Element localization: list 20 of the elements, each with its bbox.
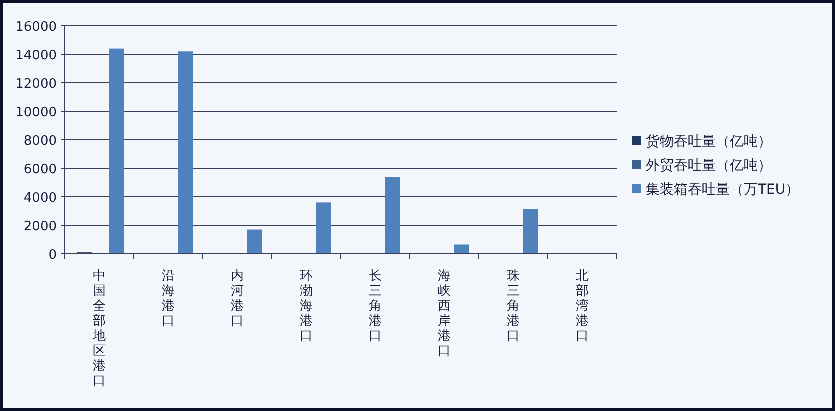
x-tick-label: 珠三角港口 — [507, 269, 520, 344]
y-tick-label: 6000 — [24, 162, 57, 178]
y-tick-label: 12000 — [16, 77, 57, 92]
x-tick-label: 中国全部地区港口 — [92, 269, 106, 389]
x-tick-label: 长三角港口 — [369, 269, 382, 344]
y-tick-label: 8000 — [24, 134, 57, 149]
y-tick-label: 4000 — [24, 191, 57, 206]
y-tick-label: 10000 — [16, 106, 57, 120]
y-tick-label: 2000 — [24, 220, 57, 234]
x-tick-label: 沿海港口 — [162, 269, 175, 329]
x-tick-label: 内河港口 — [231, 269, 244, 329]
x-tick-label: 海峡西岸港口 — [438, 269, 451, 359]
y-tick-label: 0 — [48, 248, 57, 263]
x-tick-label: 环渤海港口 — [300, 269, 313, 344]
legend-label: 集装箱吞吐量（万TEU） — [646, 182, 800, 198]
y-tick-label: 14000 — [16, 48, 57, 64]
y-tick-label: 16000 — [16, 20, 57, 35]
x-tick-label: 北部湾港口 — [576, 269, 589, 344]
legend-label: 货物吞吐量（亿吨） — [646, 134, 772, 150]
legend-label: 外贸吞吐量（亿吨） — [646, 158, 772, 174]
